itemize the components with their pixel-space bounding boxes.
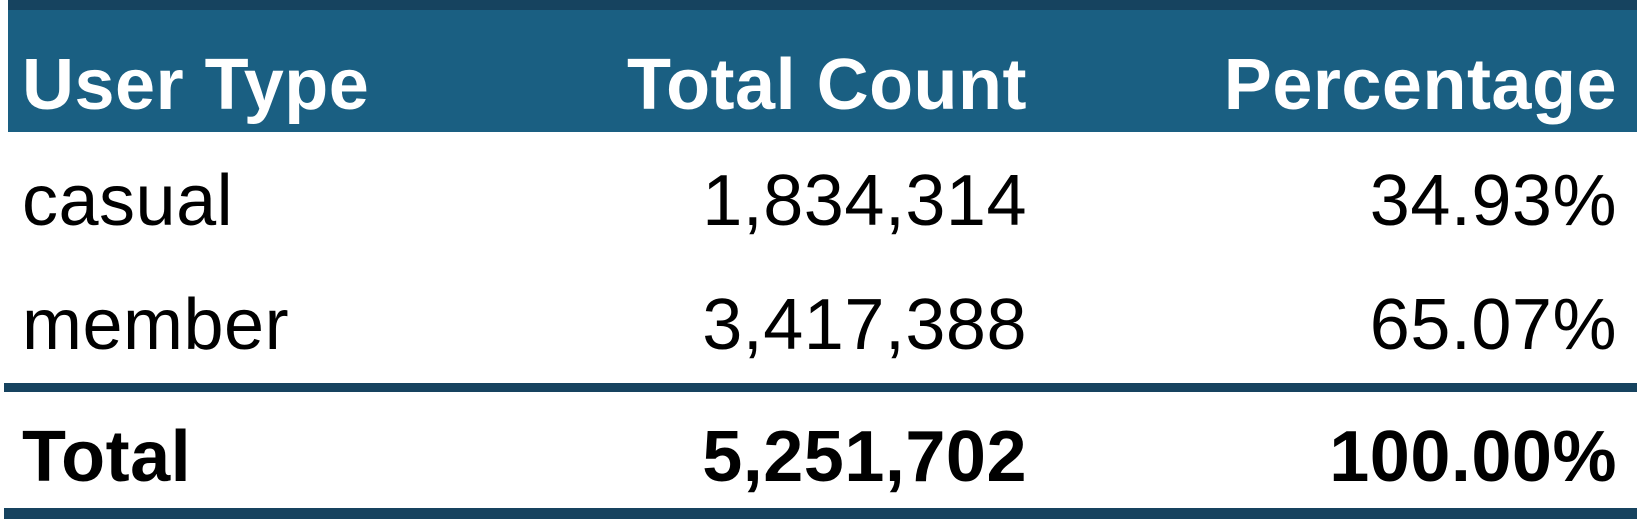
top-border-rule [8, 0, 1637, 10]
table-row: member 3,417,388 65.07% [8, 272, 1637, 382]
total-label: Total [22, 417, 192, 497]
table-header-row: User Type Total Count Percentage [8, 10, 1637, 132]
total-count-cell: 3,417,388 [702, 285, 1027, 365]
header-total-count: Total Count [626, 45, 1027, 125]
total-count-cell: 1,834,314 [702, 161, 1027, 241]
table-row: casual 1,834,314 34.93% [8, 148, 1637, 258]
user-type-cell: member [22, 285, 290, 365]
total-percentage-value: 100.00% [1329, 417, 1617, 497]
percentage-cell: 65.07% [1369, 285, 1617, 365]
total-row: Total 5,251,702 100.00% [8, 405, 1637, 505]
total-count-value: 5,251,702 [702, 417, 1027, 497]
user-type-cell: casual [22, 161, 234, 241]
percentage-cell: 34.93% [1369, 161, 1617, 241]
user-type-summary-table: User Type Total Count Percentage casual … [4, 0, 1637, 519]
bottom-border-rule [4, 508, 1637, 519]
total-divider-rule [4, 383, 1637, 392]
header-percentage: Percentage [1223, 45, 1617, 125]
header-user-type: User Type [22, 45, 370, 125]
